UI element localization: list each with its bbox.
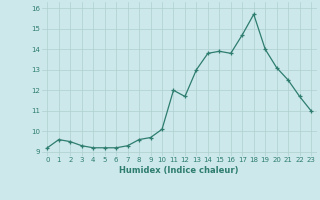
X-axis label: Humidex (Indice chaleur): Humidex (Indice chaleur) xyxy=(119,166,239,175)
